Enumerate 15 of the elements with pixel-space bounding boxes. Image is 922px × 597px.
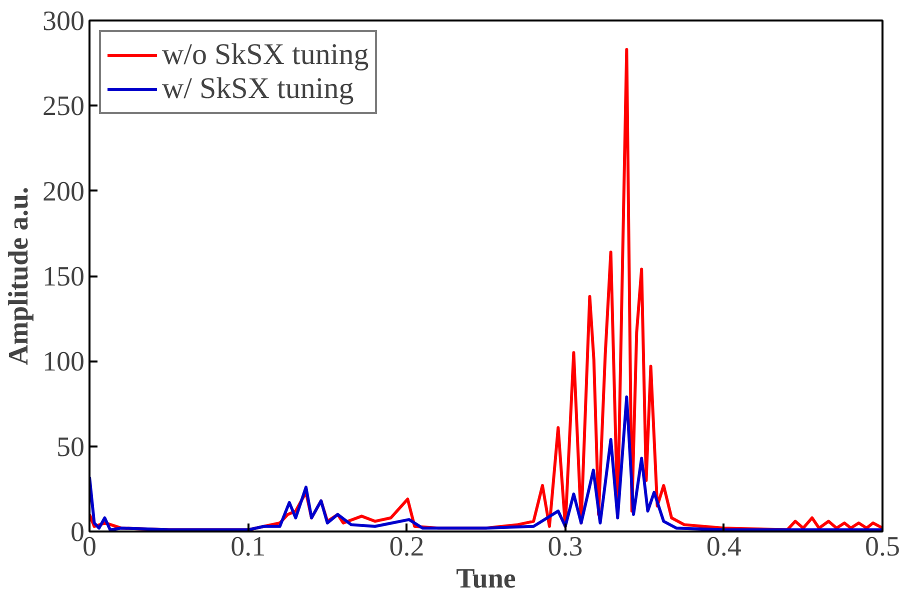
y-tick-label: 250 (42, 91, 84, 122)
y-axis-title: Amplitude a.u. (4, 186, 34, 366)
x-tick-label: 0.1 (230, 532, 266, 562)
legend-label: w/ SkSX tuning (162, 72, 354, 106)
x-tick-label: 0.3 (548, 532, 583, 562)
x-tick-label: 0.4 (706, 532, 742, 562)
y-tick-label: 100 (42, 346, 84, 378)
x-tick-label: 0.2 (389, 532, 424, 562)
y-tick-label: 200 (42, 176, 84, 208)
y-tick-label: 300 (42, 6, 84, 37)
y-tick-label: 150 (42, 262, 84, 292)
x-axis-title: Tune (456, 564, 516, 594)
x-tick-label: 0.5 (865, 532, 900, 562)
legend-label: w/o SkSX tuning (162, 38, 369, 72)
y-tick-label: 50 (56, 432, 84, 463)
